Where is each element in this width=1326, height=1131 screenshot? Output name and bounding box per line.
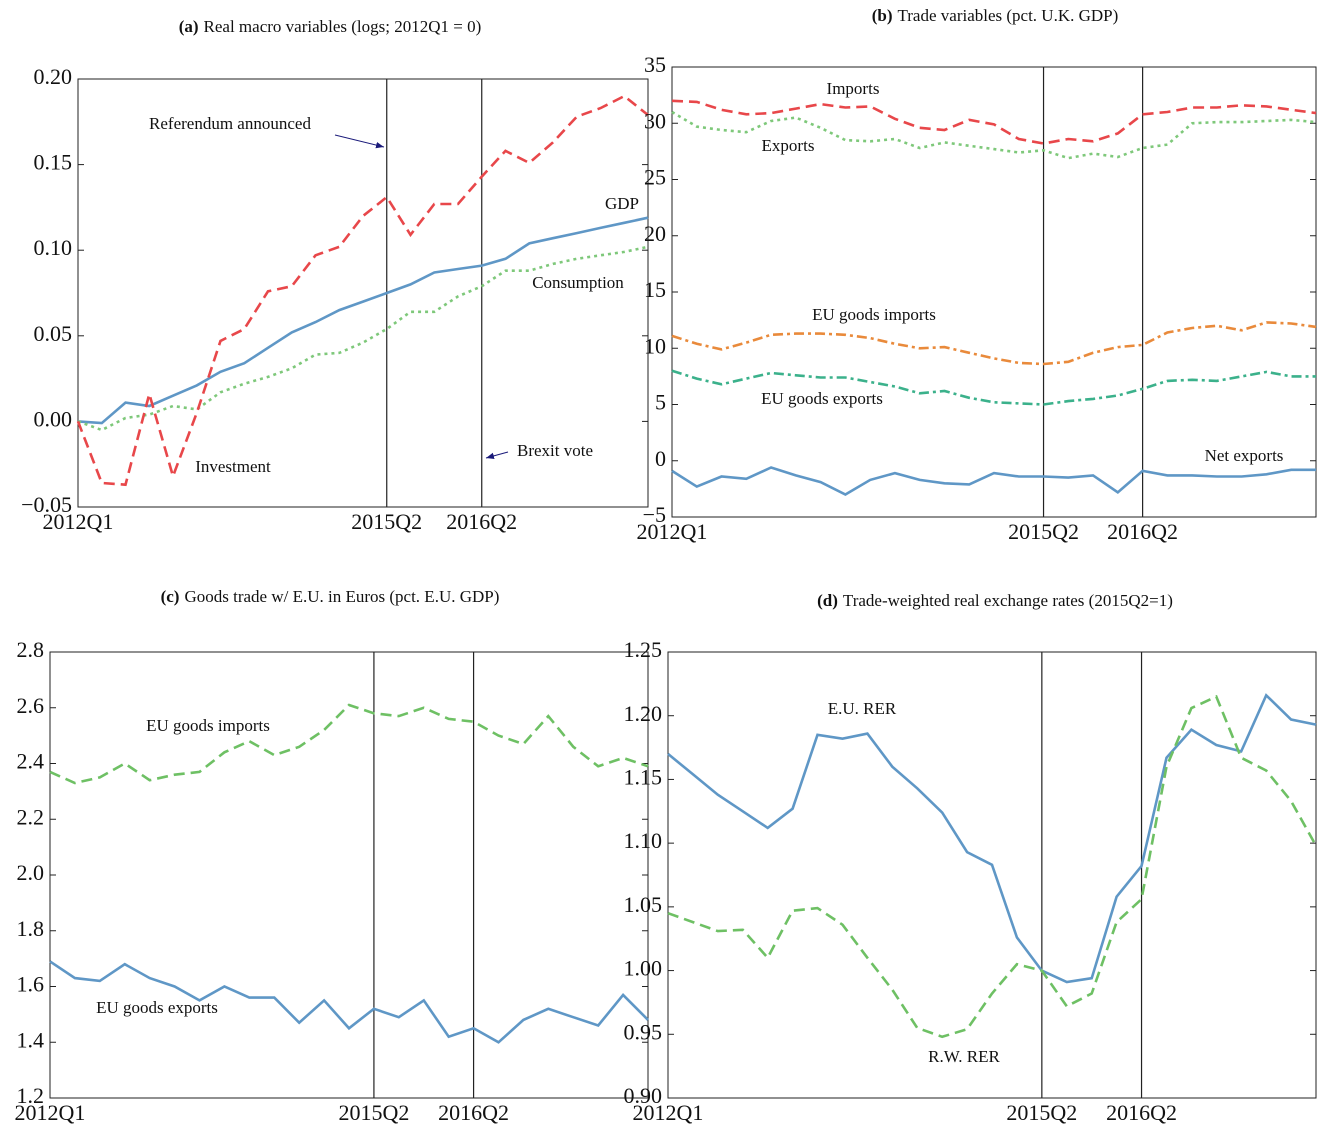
plot-frame (49, 651, 649, 1099)
panel-title-text: Trade variables (pct. U.K. GDP) (897, 6, 1118, 25)
plot-frame (77, 78, 649, 508)
panel-title-text: Real macro variables (logs; 2012Q1 = 0) (204, 17, 482, 36)
y-tick-label: 30 (644, 108, 666, 133)
panel-title-text: Trade-weighted real exchange rates (2015… (843, 591, 1173, 610)
y-tick-label: 1.8 (17, 916, 45, 941)
annotation-arrow (485, 451, 509, 459)
panel-tag: (d) (817, 591, 838, 610)
series-label: R.W. RER (928, 1047, 1000, 1066)
y-tick-label: 0.05 (34, 321, 73, 346)
series-line (667, 694, 1318, 1039)
y-tick-label: 0.00 (34, 406, 73, 431)
series-line (77, 216, 649, 425)
panel-title: (c) Goods trade w/ E.U. in Euros (pct. E.… (161, 587, 500, 606)
annotation: Brexit vote (517, 441, 593, 460)
y-tick-label: 2.6 (17, 693, 45, 718)
y-tick-label: 0.10 (34, 235, 73, 260)
y-tick-label: 0.20 (34, 64, 73, 89)
y-tick-label: 1.10 (624, 828, 663, 853)
y-tick-label: 0.15 (34, 150, 73, 175)
y-tick-label: 35 (644, 52, 666, 77)
panel-title: (b) Trade variables (pct. U.K. GDP) (872, 6, 1119, 25)
panel-title: (d) Trade-weighted real exchange rates (2… (817, 591, 1173, 610)
y-tick-label: 15 (644, 277, 666, 302)
series-label: EU goods exports (96, 998, 218, 1017)
y-tick-label: 1.00 (624, 956, 663, 981)
y-tick-label: −0.05 (21, 492, 72, 517)
panel: (d) Trade-weighted real exchange rates (2… (624, 591, 1318, 1125)
x-tick-label: 2016Q2 (446, 509, 517, 534)
y-tick-label: 1.15 (624, 764, 663, 789)
series-line (671, 369, 1316, 406)
y-tick-label: 2.2 (17, 804, 45, 829)
y-tick-label: 0.90 (624, 1083, 663, 1108)
panel: (a) Real macro variables (logs; 2012Q1 = … (21, 17, 649, 534)
panel-title-text: Goods trade w/ E.U. in Euros (pct. E.U. … (184, 587, 499, 606)
x-tick-label: 2015Q2 (1008, 519, 1079, 544)
series-label: Investment (195, 457, 271, 476)
y-tick-label: 1.6 (17, 972, 45, 997)
y-tick-label: 20 (644, 221, 666, 246)
panel-tag: (a) (179, 17, 199, 36)
panel-tag: (c) (161, 587, 180, 606)
x-tick-label: 2012Q1 (633, 1100, 704, 1125)
panel: (b) Trade variables (pct. U.K. GDP) −5 0 5 10… (637, 6, 1317, 544)
x-tick-label: 2016Q2 (1107, 519, 1178, 544)
series-line (77, 245, 649, 432)
series-label: GDP (605, 194, 639, 213)
series-label: Exports (762, 136, 815, 155)
series-line (49, 960, 649, 1044)
plot-frame (667, 651, 1317, 1099)
x-tick-label: 2015Q2 (351, 509, 422, 534)
y-tick-label: 5 (655, 390, 666, 415)
y-tick-label: 25 (644, 165, 666, 190)
series-label: Consumption (532, 273, 624, 292)
x-tick-label: 2016Q2 (438, 1100, 509, 1125)
y-tick-label: 1.4 (17, 1027, 45, 1052)
series-label: EU goods exports (761, 389, 883, 408)
y-tick-label: 1.20 (624, 701, 663, 726)
series-label: EU goods imports (812, 305, 936, 324)
x-tick-label: 2012Q1 (637, 519, 708, 544)
series-line (667, 693, 1317, 984)
x-tick-label: 2016Q2 (1106, 1100, 1177, 1125)
y-tick-label: 1.05 (624, 892, 663, 917)
y-tick-label: 2.0 (17, 860, 45, 885)
x-tick-label: 2015Q2 (338, 1100, 409, 1125)
series-line (671, 321, 1317, 366)
panel-title: (a) Real macro variables (logs; 2012Q1 = … (179, 17, 482, 36)
x-tick-label: 2015Q2 (1006, 1100, 1077, 1125)
series-line (671, 466, 1316, 496)
series-label: E.U. RER (828, 699, 897, 718)
annotation: Referendum announced (149, 114, 311, 133)
series-label: Imports (827, 79, 880, 98)
y-tick-label: −5 (643, 502, 666, 527)
series-line (671, 99, 1317, 145)
series-line (49, 703, 649, 785)
panel-tag: (b) (872, 6, 893, 25)
series-label: Net exports (1205, 446, 1284, 465)
x-tick-label: 2012Q1 (15, 1100, 86, 1125)
y-tick-label: 0 (655, 446, 666, 471)
series-line (76, 94, 649, 487)
x-tick-label: 2012Q1 (43, 509, 114, 534)
annotation-arrow (334, 134, 385, 149)
y-tick-label: 1.2 (17, 1083, 45, 1108)
y-tick-label: 10 (644, 333, 666, 358)
series-label: EU goods imports (146, 716, 270, 735)
y-tick-label: 1.25 (624, 637, 663, 662)
panel: (c) Goods trade w/ E.U. in Euros (pct. E.… (15, 587, 649, 1125)
series-line (671, 110, 1317, 160)
y-tick-label: 2.4 (17, 749, 45, 774)
y-tick-label: 0.95 (624, 1019, 663, 1044)
y-tick-label: 2.8 (17, 637, 45, 662)
